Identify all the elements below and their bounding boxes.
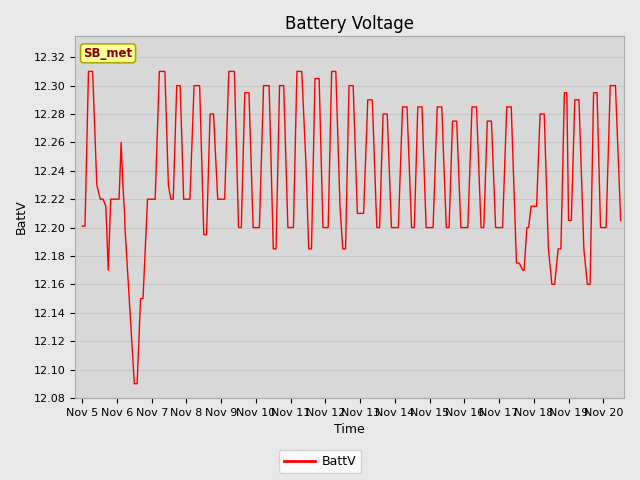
Legend: BattV: BattV <box>279 450 361 473</box>
Text: SB_met: SB_met <box>83 47 132 60</box>
X-axis label: Time: Time <box>334 423 365 436</box>
Y-axis label: BattV: BattV <box>15 200 28 234</box>
Title: Battery Voltage: Battery Voltage <box>285 15 414 33</box>
